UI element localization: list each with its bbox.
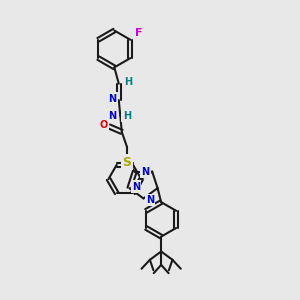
Text: N: N (108, 94, 116, 103)
Text: N: N (146, 195, 154, 205)
Text: S: S (123, 156, 132, 169)
Text: N: N (142, 167, 150, 177)
Text: O: O (100, 120, 108, 130)
Text: H: H (124, 77, 132, 87)
Text: N: N (108, 110, 116, 121)
Text: N: N (132, 182, 140, 192)
Text: F: F (135, 28, 142, 38)
Text: H: H (123, 110, 131, 121)
